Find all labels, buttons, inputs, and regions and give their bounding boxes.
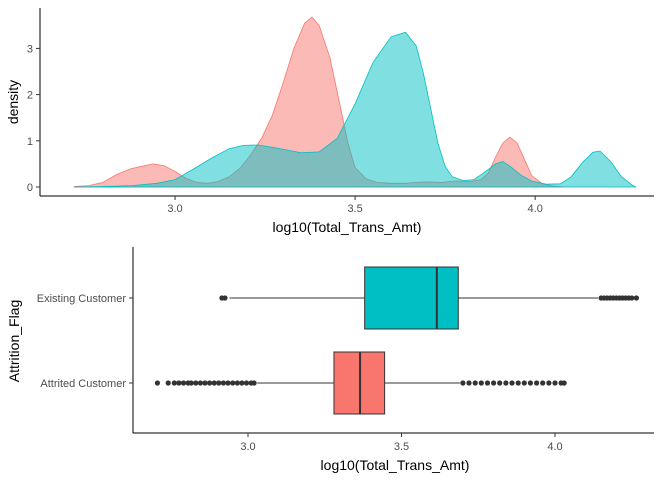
outlier-point: [629, 295, 635, 301]
density-x-axis-title: log10(Total_Trans_Amt): [273, 219, 422, 235]
outlier-point: [180, 380, 187, 386]
boxplot-marks: [154, 266, 640, 415]
outlier-point: [552, 380, 558, 386]
density-area-2: [74, 31, 637, 188]
outlier-point: [171, 380, 177, 386]
density-areas: [73, 16, 637, 188]
outlier-point: [466, 380, 472, 386]
box-attrited-customer: [154, 351, 567, 415]
outlier-point: [234, 380, 240, 386]
outlier-point: [491, 380, 497, 386]
density-x-tick-label: 4.0: [528, 203, 543, 215]
boxplot-panel: 3.0 3.5 4.0 Attrited Customer Existing Cust…: [6, 247, 654, 473]
outlier-point: [546, 380, 552, 386]
outlier-point: [176, 380, 182, 386]
outlier-point: [484, 380, 491, 386]
box-x-axis-title: log10(Total_Trans_Amt): [321, 457, 470, 473]
box-x-ticks: 3.0 3.5 4.0: [240, 433, 563, 453]
outlier-point: [521, 380, 527, 386]
density-x-ticks: 3.0 3.5 4.0: [167, 196, 543, 215]
outlier-point: [633, 295, 640, 301]
outlier-point: [211, 380, 217, 386]
outlier-point: [222, 295, 228, 301]
outlier-point: [503, 380, 509, 386]
outlier-point: [230, 380, 236, 386]
density-panel: 3.0 3.5 4.0 0 1 2 3 log10(Total_Trans_Amt) de…: [5, 8, 654, 235]
outlier-point: [220, 380, 226, 386]
outlier-point: [239, 380, 245, 386]
box-x-tick-label: 4.0: [547, 441, 562, 453]
box-y-axis-title: Attrition_Flag: [6, 300, 22, 382]
outlier-point: [515, 380, 521, 386]
box-y-tick-label: Existing Customer: [37, 293, 127, 305]
outlier-point: [197, 380, 203, 386]
density-x-tick-label: 3.5: [347, 203, 362, 215]
outlier-point: [478, 380, 484, 386]
outlier-point: [540, 380, 546, 386]
outlier-point: [207, 380, 213, 386]
outlier-point: [527, 380, 534, 386]
outlier-point: [165, 380, 171, 386]
outlier-point: [202, 380, 208, 386]
outlier-point: [225, 380, 231, 386]
density-y-ticks: 0 1 2 3: [27, 43, 40, 194]
outlier-point: [154, 380, 160, 386]
outlier-point: [509, 380, 515, 386]
outlier-point: [534, 380, 540, 386]
density-area-1: [73, 16, 565, 188]
density-y-tick-label: 2: [27, 90, 33, 102]
box-y-tick-label: Attrited Customer: [40, 378, 126, 390]
box-existing-customer: [219, 266, 640, 330]
outlier-point: [251, 380, 257, 386]
density-y-tick-label: 3: [27, 43, 33, 55]
box-x-tick-label: 3.0: [240, 441, 255, 453]
density-y-tick-label: 0: [27, 182, 33, 194]
box-body: [364, 266, 459, 330]
density-y-axis-title: density: [5, 80, 21, 124]
outlier-point: [216, 380, 222, 386]
outlier-point: [497, 380, 503, 386]
outlier-point: [243, 380, 250, 386]
outlier-point: [193, 380, 199, 386]
density-y-tick-label: 1: [27, 136, 33, 148]
box-y-ticks: Attrited Customer Existing Customer: [37, 293, 133, 390]
outlier-point: [472, 380, 478, 386]
density-x-tick-label: 3.0: [167, 203, 182, 215]
outlier-point: [460, 380, 466, 386]
outlier-point: [561, 380, 567, 386]
box-x-tick-label: 3.5: [394, 441, 409, 453]
outlier-point: [188, 380, 194, 386]
